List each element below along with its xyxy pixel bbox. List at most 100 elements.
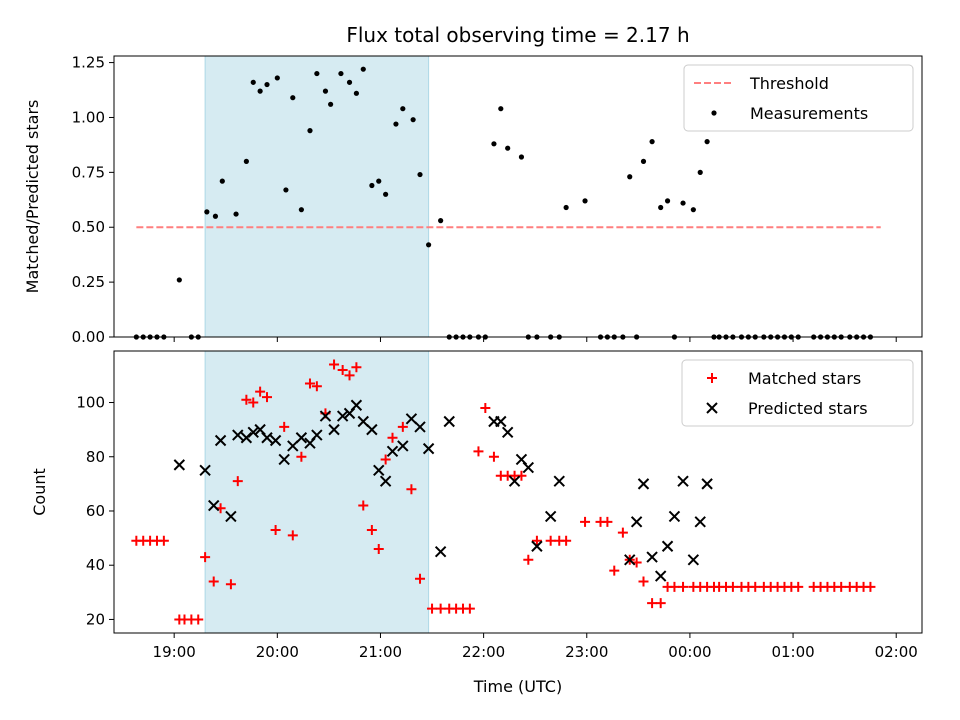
measurement-point <box>298 207 304 213</box>
predicted-star-point <box>350 399 363 411</box>
y-tick-label: 0.25 <box>72 273 105 291</box>
predicted-star-point <box>443 415 455 428</box>
chart-title: Flux total observing time = 2.17 h <box>346 23 689 47</box>
predicted-star-point <box>508 475 521 487</box>
matched-star-point <box>366 524 377 535</box>
legend: Matched stars Predicted stars <box>681 359 914 427</box>
predicted-star-point <box>287 440 299 452</box>
measurement-point <box>212 213 219 219</box>
series-predicted-stars <box>173 399 713 582</box>
matched-star-point <box>545 535 556 546</box>
measurement-point <box>410 117 416 123</box>
observing-span <box>204 350 430 634</box>
predicted-star-point <box>501 426 514 439</box>
x-tick-label: 22:00 <box>462 643 505 661</box>
measurement-point <box>426 242 432 248</box>
predicted-star-point <box>269 434 282 447</box>
predicted-star-point <box>208 499 220 512</box>
predicted-star-point <box>495 415 507 428</box>
predicted-star-point <box>199 464 211 477</box>
x-tick-label: 02:00 <box>875 643 918 661</box>
matched-star-point <box>351 362 362 373</box>
y-tick-label: 40 <box>86 556 105 574</box>
matched-star-point <box>609 565 620 576</box>
legend-box <box>681 359 914 427</box>
predicted-star-point <box>336 410 349 422</box>
legend-measurement-swatch <box>711 110 717 116</box>
matched-star-point <box>158 535 169 546</box>
x-tick-label: 23:00 <box>565 643 608 661</box>
panel-2: 20 40 60 80 100 19:00 20:00 21:00 22:00 23:00 00:0… <box>30 350 923 661</box>
observing-span <box>204 55 430 338</box>
measurement-point <box>658 204 664 211</box>
predicted-star-point <box>630 516 643 528</box>
y-axis-label: Count <box>30 468 49 516</box>
measurement-point <box>697 169 703 175</box>
predicted-star-point <box>414 421 426 433</box>
predicted-star-point <box>379 475 392 487</box>
y-tick-label: 20 <box>86 610 105 628</box>
measurement-point <box>417 171 423 178</box>
predicted-star-point <box>311 429 323 441</box>
predicted-star-point <box>240 432 253 444</box>
predicted-star-point <box>261 432 273 444</box>
legend-label: Measurements <box>750 104 868 123</box>
y-axis-label: Matched/Predicted stars <box>23 100 42 294</box>
predicted-star-point <box>295 432 308 444</box>
measurement-point <box>376 178 382 184</box>
matched-star-point <box>262 392 273 403</box>
predicted-star-point <box>677 475 689 487</box>
x-tick-label: 20:00 <box>256 643 299 661</box>
matched-star-point <box>836 581 847 592</box>
predicted-star-point <box>214 434 227 447</box>
matched-star-point <box>638 576 649 587</box>
y-tick-label: 100 <box>76 394 105 412</box>
matched-star-point <box>344 370 355 381</box>
measurement-point <box>627 174 633 180</box>
predicted-star-point <box>654 570 667 582</box>
measurement-point <box>360 66 366 72</box>
matched-star-point <box>865 581 876 592</box>
matched-star-point <box>287 530 298 541</box>
legend: Threshold Measurements <box>683 64 914 132</box>
predicted-star-point <box>173 459 186 471</box>
legend-label: Predicted stars <box>748 399 868 418</box>
measurement-point <box>383 191 389 197</box>
matched-star-point <box>337 364 348 375</box>
x-axis-label: Time (UTC) <box>473 677 562 696</box>
predicted-star-point <box>624 554 636 566</box>
matched-star-point <box>311 381 322 392</box>
predicted-star-point <box>531 540 543 552</box>
matched-star-point <box>208 576 219 587</box>
matched-star-point <box>193 614 204 625</box>
predicted-star-point <box>225 510 237 523</box>
matched-star-point <box>727 581 738 592</box>
legend-box <box>683 64 914 132</box>
matched-star-point <box>255 386 266 397</box>
matched-star-point <box>387 432 398 443</box>
measurement-point <box>393 121 399 127</box>
measurement-point <box>498 106 504 112</box>
measurement-point <box>204 209 210 215</box>
predicted-star-point <box>373 464 385 477</box>
axes-frame <box>113 55 923 338</box>
y-tick-label: 60 <box>86 502 105 520</box>
predicted-star-point <box>422 442 435 455</box>
matched-star-point <box>373 543 384 554</box>
predicted-star-point <box>668 510 681 523</box>
predicted-star-point <box>522 461 535 474</box>
matched-star-point <box>602 516 613 527</box>
predicted-star-point <box>366 423 378 436</box>
measurement-point <box>369 182 375 189</box>
measurement-point <box>314 70 320 77</box>
matched-star-point <box>480 402 491 413</box>
matched-star-point <box>750 581 761 592</box>
axes-frame <box>113 350 923 634</box>
matched-star-point <box>397 421 408 432</box>
matched-star-point <box>200 552 211 563</box>
matched-star-point <box>329 359 340 370</box>
measurement-point <box>219 178 225 184</box>
predicted-star-point <box>397 440 409 452</box>
predicted-star-point <box>687 554 700 566</box>
